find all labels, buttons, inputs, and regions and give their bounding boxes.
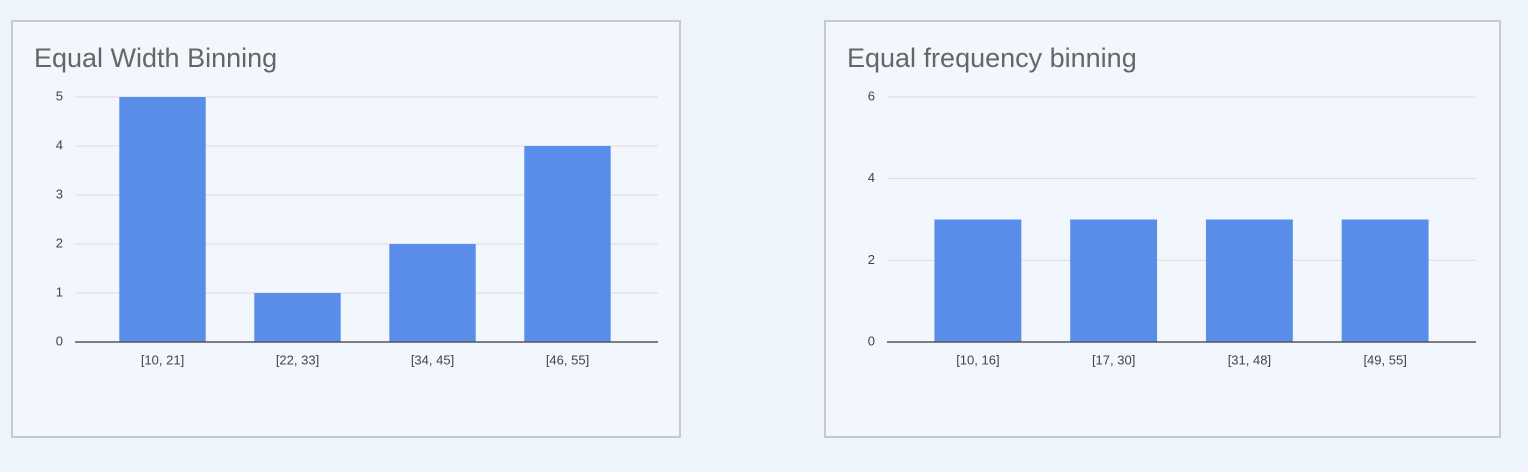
chart-title: Equal Width Binning <box>34 43 277 73</box>
bar <box>934 219 1022 342</box>
chart-title: Equal frequency binning <box>847 43 1137 73</box>
x-tick-label: [49, 55] <box>1363 352 1406 367</box>
bar <box>1070 219 1158 342</box>
x-tick-label: [46, 55] <box>546 352 589 367</box>
y-tick-label: 4 <box>56 137 63 152</box>
y-tick-label: 2 <box>868 252 875 267</box>
y-tick-label: 5 <box>56 88 63 103</box>
x-tick-label: [10, 21] <box>141 352 184 367</box>
y-tick-label: 4 <box>868 170 875 185</box>
x-tick-label: [17, 30] <box>1092 352 1135 367</box>
y-tick-label: 6 <box>868 88 875 103</box>
bar <box>1341 219 1429 342</box>
x-tick-label: [34, 45] <box>411 352 454 367</box>
y-tick-label: 0 <box>56 333 63 348</box>
bar <box>1205 219 1293 342</box>
y-tick-label: 0 <box>868 333 875 348</box>
x-tick-label: [22, 33] <box>276 352 319 367</box>
bar <box>524 146 611 342</box>
y-tick-label: 2 <box>56 235 63 250</box>
x-tick-label: [10, 16] <box>956 352 999 367</box>
y-tick-label: 1 <box>56 284 63 299</box>
bar <box>119 97 206 342</box>
x-tick-label: [31, 48] <box>1228 352 1271 367</box>
y-tick-label: 3 <box>56 186 63 201</box>
bar <box>389 244 476 342</box>
bar <box>254 293 341 342</box>
